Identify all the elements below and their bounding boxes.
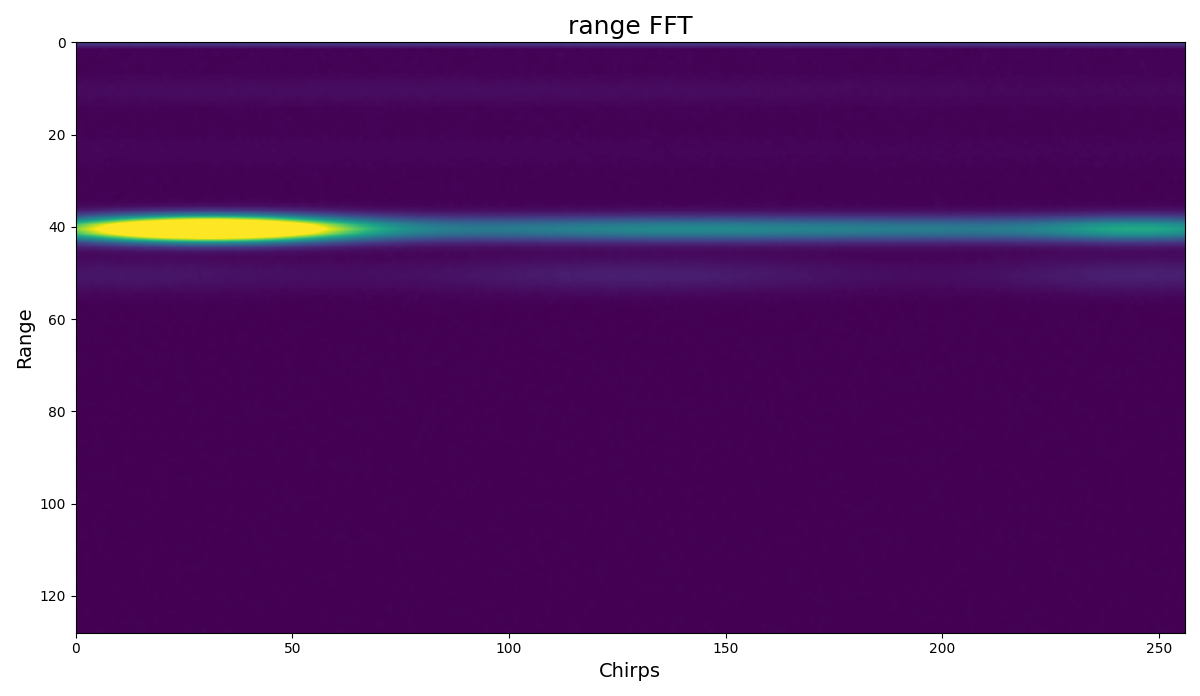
Title: range FFT: range FFT [568, 15, 692, 39]
X-axis label: Chirps: Chirps [599, 662, 661, 681]
Y-axis label: Range: Range [14, 307, 34, 368]
